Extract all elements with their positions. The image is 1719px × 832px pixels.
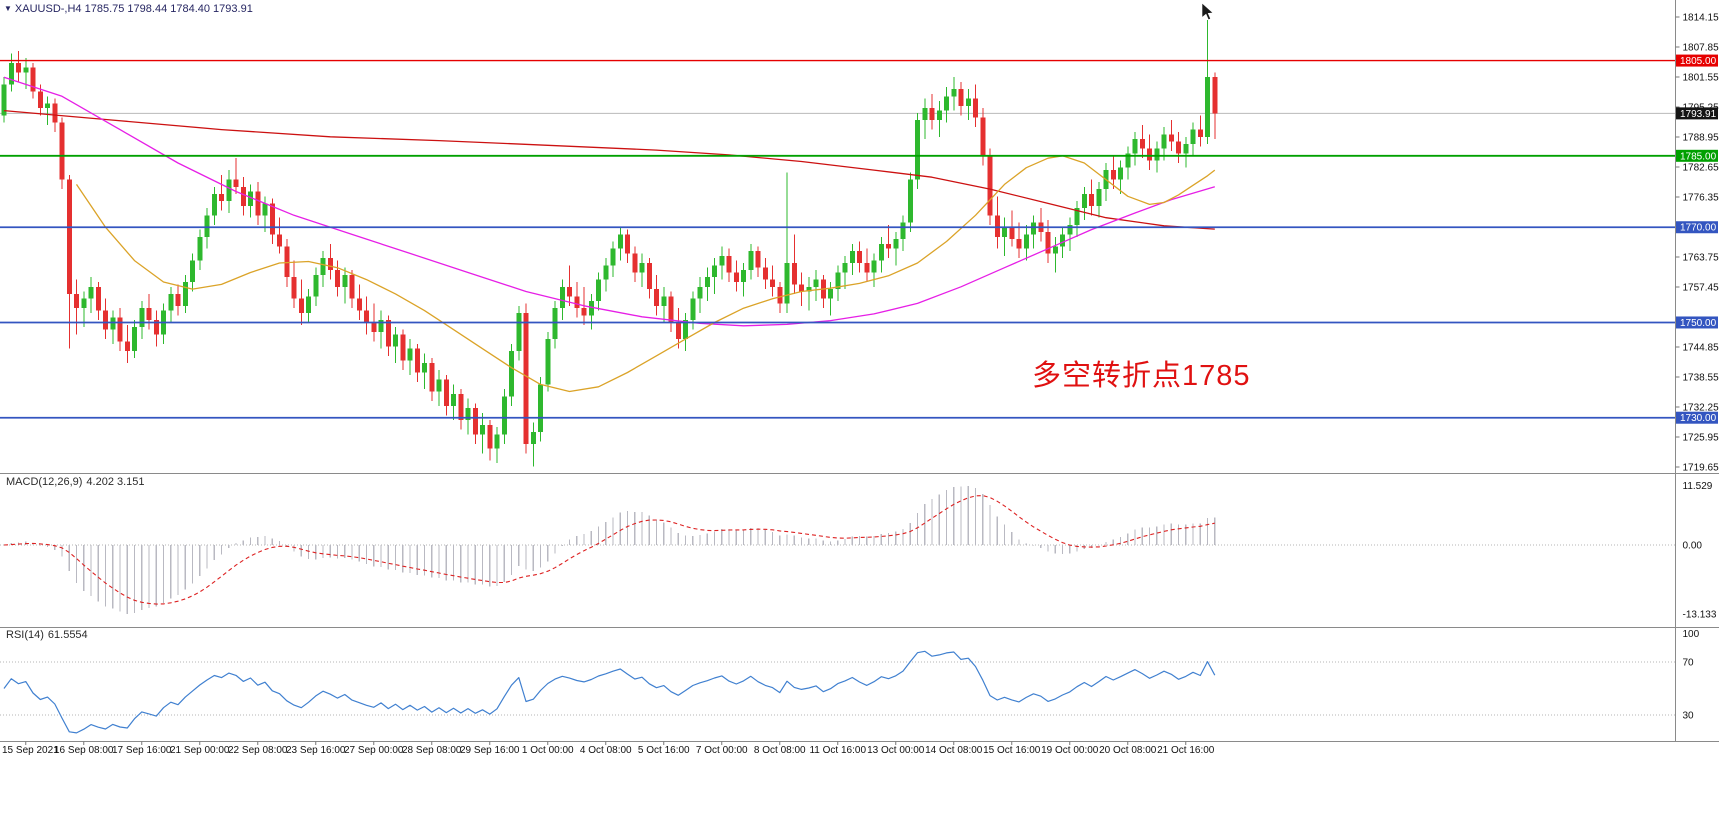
price-tag-1730.00 [1676,411,1718,424]
price-axis[interactable]: 1814.151807.851801.551795.251788.951782.… [1675,0,1719,742]
date-tick-label: 20 Oct 08:00 [1099,745,1157,756]
rsi-indicator-label: RSI(14) 61.5554 [6,629,88,641]
rsi-line [3,650,1216,734]
macd-scale-label: 11.529 [1683,481,1713,492]
date-tick-label: 14 Oct 08:00 [925,745,983,756]
rsi-panel [0,650,1675,734]
price-tick-label: 1763.75 [1683,253,1719,264]
price-tag-1770.00 [1676,221,1718,234]
date-tick-label: 21 Oct 16:00 [1157,745,1215,756]
price-tick-label: 1788.95 [1683,133,1719,144]
date-tick-label: 23 Sep 16:00 [286,745,346,756]
rsi-scale-label: 30 [1683,711,1695,722]
rsi-scale-label: 70 [1683,658,1695,669]
date-tick-label: 22 Sep 08:00 [228,745,288,756]
svg-text:1730.00: 1730.00 [1680,413,1717,424]
date-tick-label: 29 Sep 16:00 [460,745,520,756]
svg-text:1750.00: 1750.00 [1680,318,1717,329]
current-price-tag [1676,107,1718,120]
price-tag-1785.00 [1676,149,1718,162]
price-tick-label: 1719.65 [1683,463,1719,474]
symbol-ohlc-info: ▼ XAUUSD-,H4 1785.75 1798.44 1784.40 1793… [4,3,253,15]
macd-panel [0,486,1675,614]
date-tick-label: 17 Sep 16:00 [112,745,172,756]
rsi-scale-label: 100 [1683,629,1700,640]
svg-text:1785.00: 1785.00 [1680,151,1717,162]
svg-text:1793.91: 1793.91 [1680,109,1717,120]
date-tick-label: 21 Sep 00:00 [170,745,230,756]
macd-label-name: MACD(12,26,9) [6,476,83,488]
macd-scale-label: -13.133 [1683,610,1717,621]
date-tick-label: 4 Oct 08:00 [580,745,632,756]
price-tick-label: 1814.15 [1683,13,1719,24]
rsi-label-name: RSI(14) [6,629,44,641]
price-tick-label: 1725.95 [1683,433,1719,444]
date-tick-label: 15 Sep 2021 [2,745,59,756]
date-tick-label: 13 Oct 00:00 [867,745,925,756]
macd-histogram [10,486,1216,614]
svg-text:1805.00: 1805.00 [1680,56,1717,67]
date-tick-label: 15 Oct 16:00 [983,745,1041,756]
price-tick-label: 1744.85 [1683,343,1719,354]
panel-separators [0,473,1719,742]
price-tick-label: 1738.55 [1683,373,1719,384]
horizontal-lines-layer[interactable] [0,59,1675,419]
date-tick-label: 28 Sep 08:00 [402,745,462,756]
chart-annotation-text: 多空转折点1785 [1032,360,1251,392]
rsi-label-value: 61.5554 [47,629,88,641]
symbol-ohlc-text: XAUUSD-,H4 1785.75 1798.44 1784.40 1793.… [14,3,253,15]
price-tick-label: 1757.45 [1683,283,1719,294]
ma-medium-magenta[interactable] [3,76,1215,327]
macd-signal-line [3,495,1215,605]
price-tag-1750.00 [1676,316,1718,329]
price-tick-label: 1801.55 [1683,73,1719,84]
date-tick-label: 27 Sep 00:00 [344,745,404,756]
date-tick-label: 8 Oct 08:00 [754,745,806,756]
macd-label-values: 4.202 3.151 [86,476,145,488]
price-tick-label: 1732.25 [1683,403,1719,414]
date-tick-label: 16 Sep 08:00 [54,745,114,756]
collapse-arrow-icon[interactable]: ▼ [4,4,12,13]
macd-indicator-label: MACD(12,26,9) 4.202 3.151 [6,476,145,488]
price-tag-1805.00 [1676,54,1718,67]
price-tick-label: 1776.35 [1683,193,1719,204]
date-tick-label: 19 Oct 00:00 [1041,745,1099,756]
price-tick-label: 1807.85 [1683,43,1719,54]
mouse-cursor [1201,2,1214,21]
ma-slow-red[interactable] [3,109,1215,230]
date-tick-label: 5 Oct 16:00 [638,745,690,756]
svg-text:1770.00: 1770.00 [1680,223,1717,234]
price-tick-label: 1782.65 [1683,163,1719,174]
candlesticks-layer [1,20,1218,467]
date-tick-label: 7 Oct 00:00 [696,745,748,756]
date-tick-label: 11 Oct 16:00 [809,745,866,756]
macd-scale-label: 0.00 [1683,541,1703,552]
date-tick-label: 1 Oct 00:00 [522,745,574,756]
